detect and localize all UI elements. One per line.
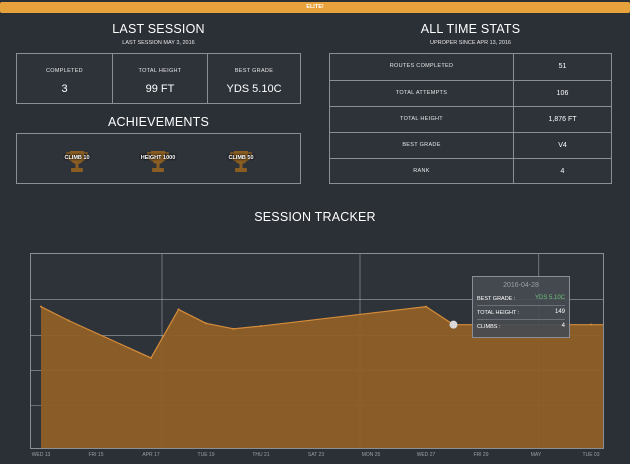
x-tick-label: MON 25 [361,452,381,458]
row-value: V4 [558,142,567,149]
data-point-highlight[interactable] [449,320,458,329]
x-tick-label: FRI 29 [473,452,489,458]
chart-canvas [31,254,603,448]
achievements-panel: CLIMB 10 HEIGHT 1000 CLIMB 50 [16,133,301,184]
chart-tooltip: 2016-04-28 BEST GRADE : YDS 5.10C TOTAL … [472,276,570,338]
stat-value: 3 [61,83,68,95]
x-tick-label: FRI 15 [88,452,104,458]
all-time-title: ALL TIME STATS [420,22,521,36]
elite-banner: ELITE! [0,2,630,13]
row-value: 106 [556,90,569,97]
stat-total-height: TOTAL HEIGHT 99 FT [112,54,207,103]
tooltip-value: 4 [561,323,565,329]
data-point[interactable] [40,305,42,308]
table-row: RANK 4 [330,158,611,184]
stat-label: COMPLETED [46,68,83,74]
data-point[interactable] [590,323,592,326]
row-label: TOTAL HEIGHT [330,107,514,132]
data-point[interactable] [232,327,235,330]
tooltip-date: 2016-04-28 [503,282,539,289]
tooltip-row-best-grade: BEST GRADE : YDS 5.10C [477,293,565,306]
data-point[interactable] [260,325,262,328]
tooltip-key: CLIMBS : [477,324,501,330]
data-point[interactable] [425,305,427,308]
achievement-label: CLIMB 50 [228,155,254,161]
tooltip-value: YDS 5.10C [534,295,565,301]
tooltip-key: TOTAL HEIGHT : [477,310,520,316]
x-tick-label: MAY [530,452,542,458]
stat-value: 99 FT [145,83,175,95]
last-session-title: LAST SESSION [112,22,205,36]
table-row: BEST GRADE V4 [330,132,611,158]
row-label: RANK [330,159,514,184]
row-label: TOTAL ATTEMPTS [330,81,514,106]
x-tick-label: THU 21 [252,452,270,458]
stat-label: BEST GRADE [234,68,274,74]
all-time-subtitle: UPROPER SINCE APR 13, 2016 [429,40,511,46]
last-session-subtitle: LAST SESSION MAY 3, 2016 [122,40,195,46]
all-time-table: ROUTES COMPLETED 51 TOTAL ATTEMPTS 106 T… [329,53,612,184]
tooltip-value: 149 [554,309,565,315]
tooltip-row-climbs: CLIMBS : 4 [477,321,565,334]
x-tick-label: WED 13 [31,452,51,458]
x-tick-label: WED 27 [416,452,436,458]
session-tracker-title: SESSION TRACKER [254,210,376,224]
data-point[interactable] [150,356,152,359]
data-point[interactable] [205,322,207,325]
series-area [41,306,603,448]
x-tick-label: SAT 23 [307,452,325,458]
row-value: 4 [560,168,565,175]
row-value: 51 [558,63,567,70]
stat-best-grade: BEST GRADE YDS 5.10C [207,54,300,103]
table-row: TOTAL ATTEMPTS 106 [330,80,611,106]
stat-completed: COMPLETED 3 [17,54,112,103]
achievement-label: HEIGHT 1000 [140,155,176,161]
tooltip-row-total-height: TOTAL HEIGHT : 149 [477,307,565,320]
tooltip-key: BEST GRADE : [477,296,516,302]
last-session-panel: COMPLETED 3 TOTAL HEIGHT 99 FT BEST GRAD… [16,53,301,104]
x-tick-label: TUE 03 [582,452,600,458]
stat-label: TOTAL HEIGHT [138,68,182,74]
table-row: TOTAL HEIGHT 1,876 FT [330,106,611,132]
achievement-label: CLIMB 10 [64,155,90,161]
data-point[interactable] [177,308,180,311]
row-label: ROUTES COMPLETED [330,54,514,80]
trophy-icon [66,151,88,172]
trophy-icon [230,151,252,172]
stat-value: YDS 5.10C [226,83,282,95]
table-row: ROUTES COMPLETED 51 [330,54,611,80]
data-point[interactable] [67,319,70,322]
x-tick-label: TUE 19 [197,452,215,458]
row-value: 1,876 FT [548,116,577,123]
trophy-icon [147,151,169,172]
x-tick-label: APR 17 [142,452,160,458]
row-label: BEST GRADE [330,133,514,158]
achievements-title: ACHIEVEMENTS [107,115,210,129]
